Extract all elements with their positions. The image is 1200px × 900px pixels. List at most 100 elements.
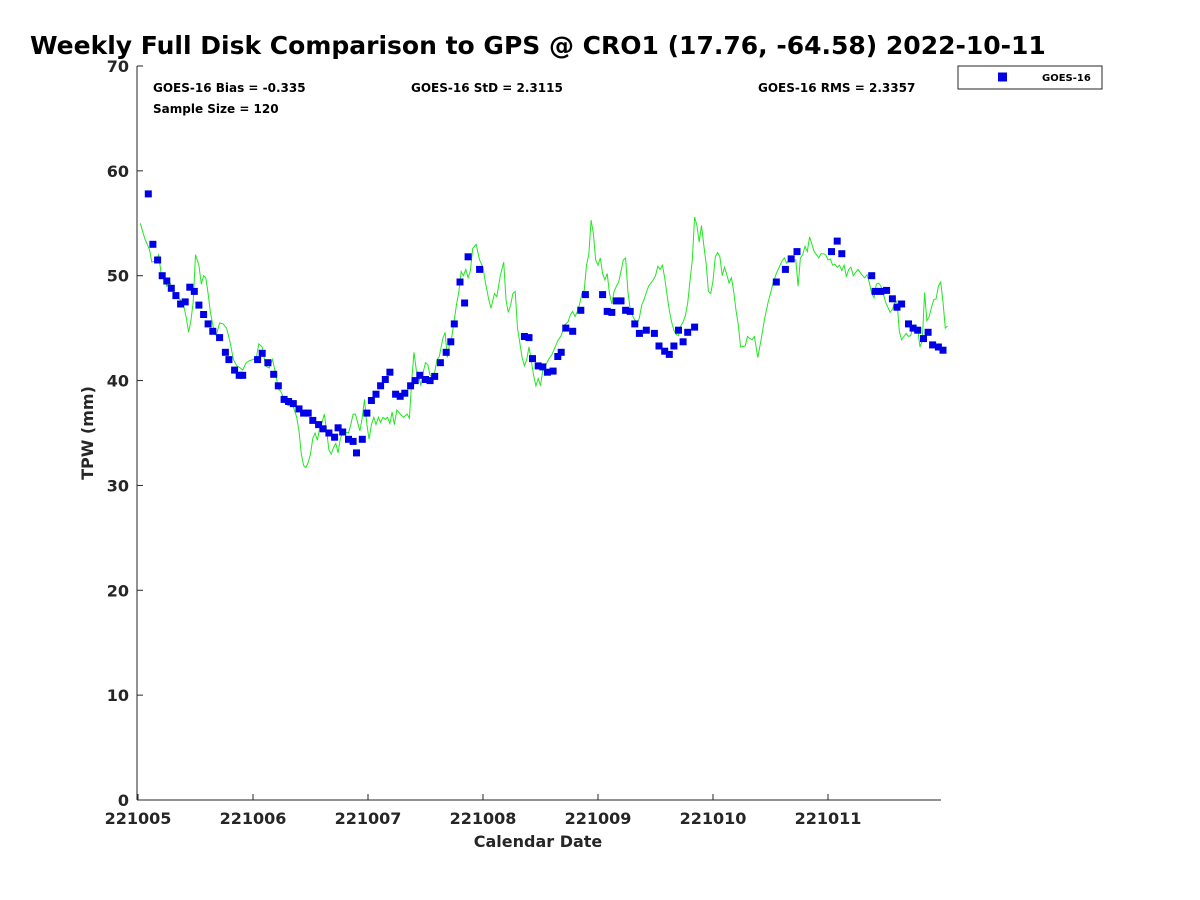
goes16-point <box>883 286 891 294</box>
goes16-point <box>209 327 217 335</box>
y-tick-label: 60 <box>107 162 129 181</box>
goes16-point <box>172 292 180 300</box>
goes16-point <box>909 324 917 332</box>
goes16-point <box>655 342 663 350</box>
y-tick-label: 0 <box>118 791 129 810</box>
goes16-point <box>231 366 239 374</box>
y-tick-label: 30 <box>107 476 129 495</box>
std-annotation: GOES-16 StD = 2.3115 <box>411 81 563 95</box>
goes16-point <box>300 409 308 417</box>
goes16-point <box>868 272 876 280</box>
goes16-point <box>177 300 185 308</box>
x-tick-label: 221009 <box>565 809 632 828</box>
goes16-point <box>396 392 404 400</box>
goes16-point <box>581 291 589 299</box>
goes16-point <box>239 371 247 379</box>
x-tick-label: 221010 <box>680 809 747 828</box>
goes16-point <box>416 371 424 379</box>
goes16-point <box>914 326 922 334</box>
goes16-point <box>436 359 444 367</box>
goes16-point <box>612 297 620 305</box>
goes16-point <box>476 265 484 273</box>
goes16-point <box>216 334 224 342</box>
goes16-point <box>358 435 366 443</box>
goes16-point <box>569 327 577 335</box>
goes16-point <box>353 449 360 457</box>
x-tick-label: 221008 <box>450 809 517 828</box>
goes16-point <box>401 389 409 397</box>
goes16-point <box>599 291 607 299</box>
x-tick-label: 221005 <box>105 809 172 828</box>
goes16-point <box>372 390 380 398</box>
goes16-point <box>661 347 669 355</box>
gps-series-layer <box>139 216 948 469</box>
goes16-point <box>520 333 528 340</box>
goes16-point <box>447 338 455 346</box>
goes16-point <box>456 278 464 286</box>
gps-line <box>139 216 948 469</box>
legend: GOES-16 <box>957 65 1103 90</box>
goes16-point <box>838 250 846 258</box>
goes16-point <box>781 265 789 273</box>
legend-label: GOES-16 <box>1042 73 1091 84</box>
goes16-point <box>144 190 152 198</box>
goes16-point <box>367 397 375 404</box>
goes16-point <box>411 377 419 385</box>
goes16-point <box>225 356 233 364</box>
goes16-point <box>905 320 912 328</box>
y-tick-label: 50 <box>107 267 129 286</box>
sample-size-annotation: Sample Size = 120 <box>153 102 279 116</box>
goes16-point <box>557 348 565 356</box>
x-tick-label: 221011 <box>795 809 862 828</box>
bias-annotation: GOES-16 Bias = -0.335 <box>153 81 306 95</box>
goes16-point <box>543 368 551 376</box>
goes16-point <box>461 299 469 307</box>
goes16-point <box>386 368 394 376</box>
goes16-point <box>603 307 611 315</box>
goes16-point <box>304 409 312 417</box>
goes16-point <box>381 376 389 383</box>
goes16-point <box>893 303 901 311</box>
goes16-point <box>939 346 947 354</box>
goes16-point <box>898 300 906 308</box>
plot-area <box>137 66 941 800</box>
goes16-point <box>270 370 278 378</box>
goes16-point <box>626 307 634 315</box>
goes16-point <box>529 355 536 363</box>
chart-title: Weekly Full Disk Comparison to GPS @ CRO… <box>30 31 1046 60</box>
goes16-point <box>442 348 450 356</box>
goes16-point <box>158 272 166 280</box>
goes16-point <box>622 306 630 314</box>
legend-box <box>957 65 1103 90</box>
goes16-point <box>319 425 327 433</box>
goes16-point <box>539 363 547 371</box>
goes16-point <box>264 359 272 367</box>
goes16-point <box>274 382 282 390</box>
goes16-point <box>334 424 342 432</box>
goes16-point <box>577 306 585 314</box>
goes16-point <box>204 320 212 328</box>
y-axis-ticks: 0 10 20 30 40 50 60 70 <box>107 57 143 810</box>
goes16-point <box>345 435 352 443</box>
goes16-point <box>772 278 780 286</box>
goes16-point <box>934 343 942 351</box>
goes16-point <box>787 255 795 263</box>
y-axis-label: TPW (mm) <box>78 386 97 480</box>
rms-annotation: GOES-16 RMS = 2.3357 <box>758 81 915 95</box>
goes16-point <box>642 326 650 334</box>
goes16-point <box>665 350 673 358</box>
goes16-point <box>258 349 266 357</box>
goes16-point <box>280 395 288 403</box>
goes16-point <box>363 409 371 417</box>
goes16-point <box>331 433 339 441</box>
goes16-point <box>679 338 687 346</box>
goes16-point <box>670 342 678 350</box>
goes16-point <box>149 240 157 248</box>
goes16-point <box>295 405 303 413</box>
goes16-point <box>163 277 171 285</box>
goes16-point <box>888 295 896 303</box>
legend-marker <box>998 72 1007 82</box>
goes16-point <box>407 382 415 390</box>
goes16-point <box>422 376 429 383</box>
